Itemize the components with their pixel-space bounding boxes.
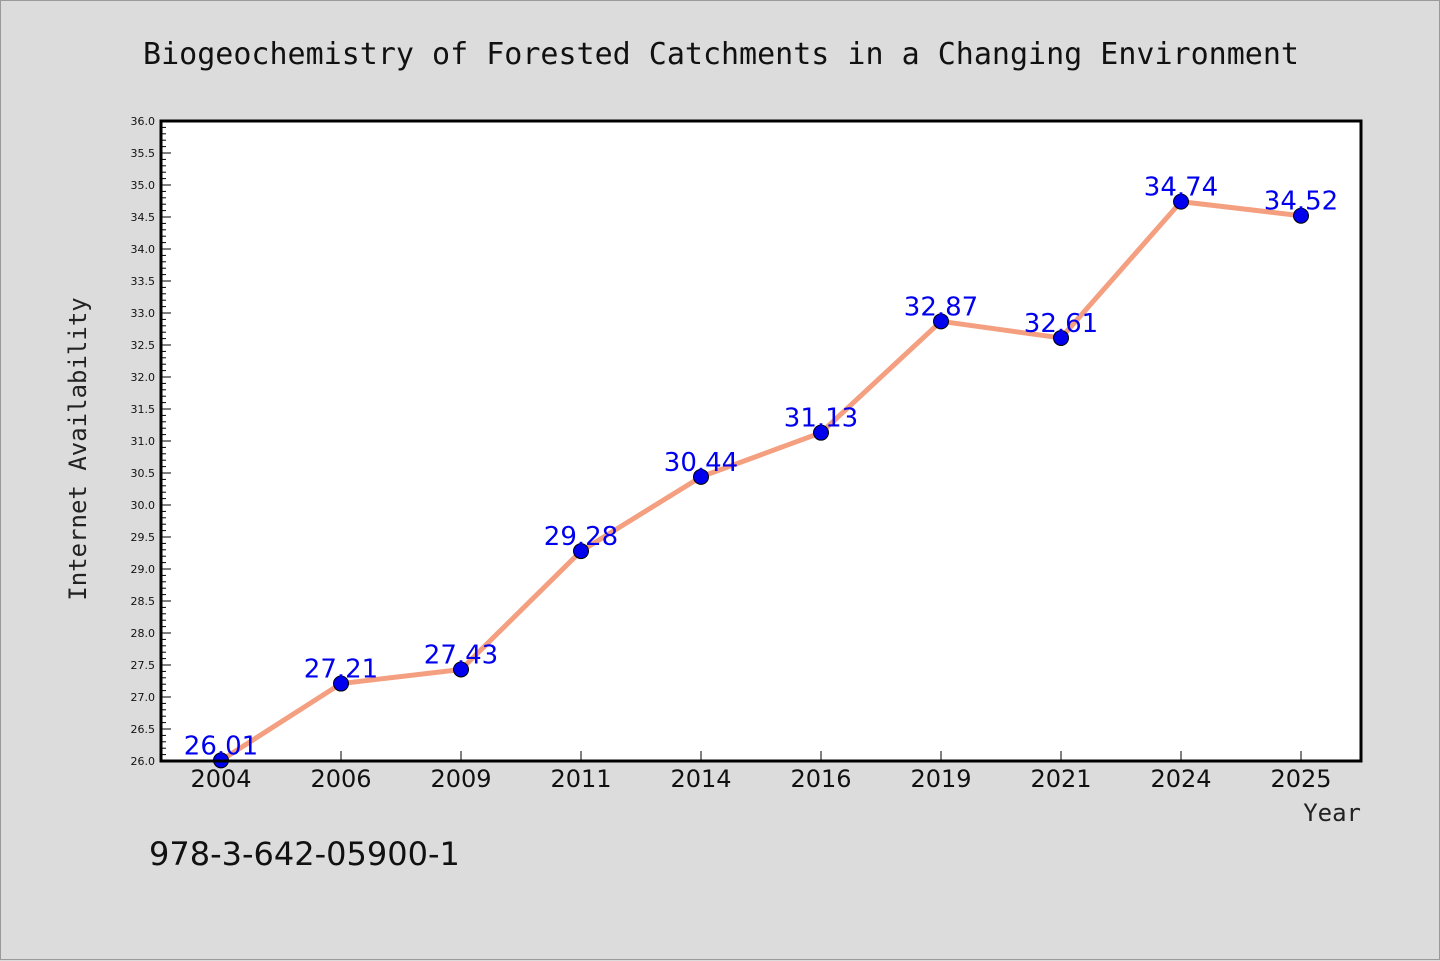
data-point-marker bbox=[1173, 193, 1189, 210]
y-tick-label: 34.0 bbox=[131, 243, 156, 256]
data-labels: 26.01 27.21 27.43 29.28 30.44 31.13 32.87 32.61… bbox=[184, 173, 1338, 762]
y-tick-label: 28.0 bbox=[131, 627, 156, 640]
data-point-marker bbox=[933, 313, 949, 330]
y-tick-label: 32.5 bbox=[131, 339, 156, 352]
data-point-marker bbox=[693, 468, 709, 485]
series-markers bbox=[213, 193, 1309, 769]
data-point-marker bbox=[1293, 207, 1309, 224]
y-tick-label: 30.5 bbox=[131, 467, 156, 480]
data-label: 27.43 bbox=[424, 640, 498, 670]
y-tick-label: 31.0 bbox=[131, 435, 156, 448]
y-tick-label: 27.0 bbox=[131, 691, 156, 704]
y-tick-label: 36.0 bbox=[131, 115, 156, 128]
x-tick-label: 2019 bbox=[910, 765, 971, 793]
y-tick-label: 32.0 bbox=[131, 371, 156, 384]
y-tick-label: 34.5 bbox=[131, 211, 156, 224]
data-point-marker bbox=[333, 675, 349, 692]
x-tick-label: 2014 bbox=[670, 765, 731, 793]
data-point-marker bbox=[573, 543, 589, 560]
y-axis-ticks: 26.0 26.5 27.0 27.5 28.0 28.5 29.0 29.5 30.0 30.5… bbox=[131, 115, 171, 768]
x-axis-title: Year bbox=[1303, 799, 1361, 827]
x-tick-label: 2025 bbox=[1270, 765, 1331, 793]
x-tick-label: 2021 bbox=[1030, 765, 1091, 793]
data-point-marker bbox=[1053, 329, 1069, 346]
x-tick-label: 2016 bbox=[790, 765, 851, 793]
x-tick-label: 2006 bbox=[310, 765, 371, 793]
data-label: 29.28 bbox=[544, 522, 618, 552]
y-tick-label: 27.5 bbox=[131, 659, 156, 672]
data-point-marker bbox=[453, 661, 469, 678]
data-label: 26.01 bbox=[184, 731, 258, 761]
footer-isbn: 978-3-642-05900-1 bbox=[149, 835, 460, 873]
y-tick-label: 31.5 bbox=[131, 403, 156, 416]
y-tick-label: 29.5 bbox=[131, 531, 156, 544]
y-tick-label: 35.5 bbox=[131, 147, 156, 160]
x-axis-ticks: 2004 2006 2009 2011 2014 2016 2019 2021 2024 2025 bbox=[190, 751, 1332, 793]
data-label: 27.21 bbox=[304, 655, 378, 685]
series-line-group bbox=[218, 199, 1304, 763]
data-label: 34.74 bbox=[1144, 173, 1218, 203]
x-tick-label: 2011 bbox=[550, 765, 611, 793]
x-tick-label: 2004 bbox=[190, 765, 251, 793]
data-label: 32.61 bbox=[1024, 309, 1098, 339]
data-label: 30.44 bbox=[664, 448, 738, 478]
y-tick-label: 26.0 bbox=[131, 755, 156, 768]
data-label: 32.87 bbox=[904, 292, 978, 322]
data-point-marker bbox=[813, 424, 829, 441]
series-line bbox=[218, 199, 1304, 763]
y-tick-label: 26.5 bbox=[131, 723, 156, 736]
y-axis-title: Internet Availability bbox=[64, 297, 92, 600]
y-tick-label: 28.5 bbox=[131, 595, 156, 608]
chart-title: Biogeochemistry of Forested Catchments i… bbox=[143, 37, 1299, 72]
x-tick-label: 2024 bbox=[1150, 765, 1211, 793]
y-tick-label: 29.0 bbox=[131, 563, 156, 576]
y-tick-label: 33.5 bbox=[131, 275, 156, 288]
x-tick-label: 2009 bbox=[430, 765, 491, 793]
y-tick-label: 35.0 bbox=[131, 179, 156, 192]
y-tick-label: 30.0 bbox=[131, 499, 156, 512]
data-label: 31.13 bbox=[784, 404, 858, 434]
data-label: 34.52 bbox=[1264, 187, 1338, 217]
y-tick-label: 33.0 bbox=[131, 307, 156, 320]
plot-border bbox=[159, 119, 1363, 763]
